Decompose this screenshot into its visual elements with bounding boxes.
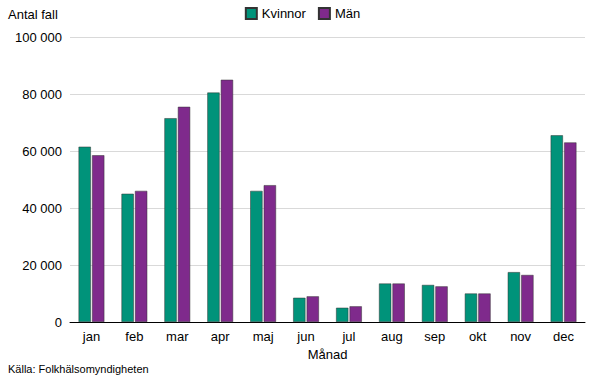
svg-text:20 000: 20 000: [22, 258, 62, 273]
svg-text:0: 0: [55, 315, 62, 330]
svg-text:Män: Män: [335, 6, 360, 21]
svg-text:100 000: 100 000: [15, 30, 62, 45]
svg-text:Antal fall: Antal fall: [8, 7, 58, 22]
svg-text:jan: jan: [82, 329, 100, 344]
svg-text:40 000: 40 000: [22, 201, 62, 216]
svg-text:60 000: 60 000: [22, 144, 62, 159]
svg-text:jun: jun: [296, 329, 314, 344]
svg-text:Kvinnor: Kvinnor: [262, 6, 307, 21]
svg-text:apr: apr: [211, 329, 230, 344]
svg-text:maj: maj: [253, 329, 274, 344]
svg-text:dec: dec: [553, 329, 574, 344]
svg-text:okt: okt: [469, 329, 487, 344]
svg-text:mar: mar: [166, 329, 189, 344]
svg-text:feb: feb: [125, 329, 143, 344]
svg-text:Månad: Månad: [308, 347, 348, 362]
svg-text:nov: nov: [510, 329, 531, 344]
svg-text:sep: sep: [424, 329, 445, 344]
svg-text:jul: jul: [341, 329, 355, 344]
svg-text:aug: aug: [381, 329, 403, 344]
svg-text:80 000: 80 000: [22, 87, 62, 102]
svg-text:Källa: Folkhälsomyndigheten: Källa: Folkhälsomyndigheten: [8, 363, 149, 375]
